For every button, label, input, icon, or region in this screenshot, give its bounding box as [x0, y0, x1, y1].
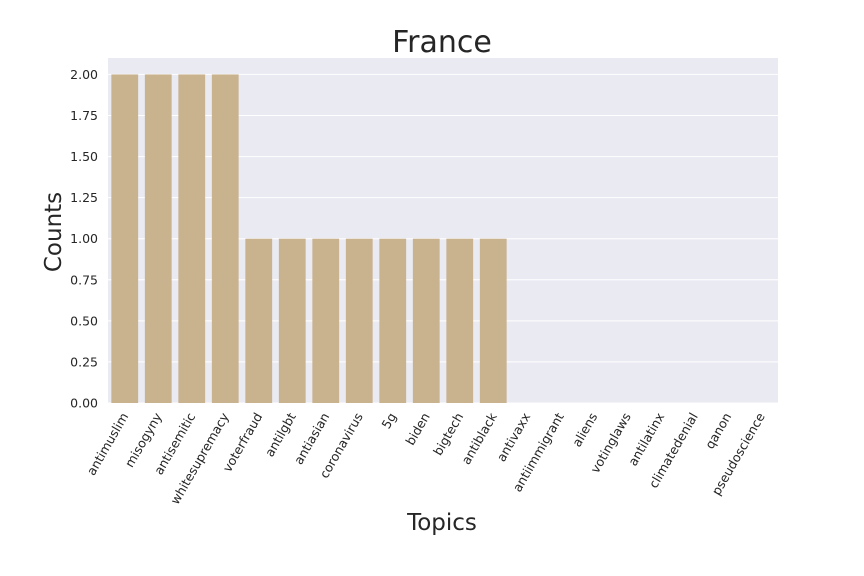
bars — [111, 74, 507, 403]
y-tick-label: 1.50 — [70, 149, 98, 164]
bar-coronavirus — [345, 238, 373, 403]
x-tick-label: 5g — [378, 410, 399, 431]
bar-misogyny — [144, 74, 172, 403]
bar-antilgbt — [278, 238, 306, 403]
y-tick-label: 0.75 — [70, 272, 98, 287]
bar-bigtech — [446, 238, 474, 403]
y-tick-label: 1.00 — [70, 231, 98, 246]
bar-antiasian — [312, 238, 340, 403]
bar-whitesupremacy — [211, 74, 239, 403]
x-tick-label: aliens — [569, 410, 600, 449]
bar-antisemitic — [178, 74, 206, 403]
y-tick-label: 1.25 — [70, 190, 98, 205]
x-axis-label: Topics — [406, 510, 477, 536]
plot-area — [108, 58, 778, 403]
y-tick-label: 1.75 — [70, 108, 98, 123]
y-tick-label: 0.00 — [70, 396, 98, 411]
bar-5g — [379, 238, 407, 403]
y-tick-label: 0.50 — [70, 313, 98, 328]
y-tick-label: 0.25 — [70, 354, 98, 369]
bar-antimuslim — [111, 74, 139, 403]
x-tick-label: biden — [402, 410, 432, 448]
x-tick-label: antimuslim — [84, 410, 132, 478]
x-tick-label: antilgbt — [262, 410, 299, 459]
bar-antiblack — [479, 238, 507, 403]
bar-biden — [412, 238, 440, 403]
y-tick-labels: 0.00 0.25 0.50 0.75 1.00 1.25 1.50 1.75 2.00 — [70, 67, 98, 411]
x-tick-label: qanon — [702, 410, 735, 451]
x-tick-labels: antimuslimmisogynyantisemiticwhitesuprem… — [84, 409, 768, 507]
y-tick-label: 2.00 — [70, 67, 98, 82]
x-tick-label: bigtech — [430, 410, 466, 458]
y-axis-label: Counts — [41, 192, 67, 272]
chart-title: France — [392, 25, 492, 60]
bar-voterfraud — [245, 238, 273, 403]
